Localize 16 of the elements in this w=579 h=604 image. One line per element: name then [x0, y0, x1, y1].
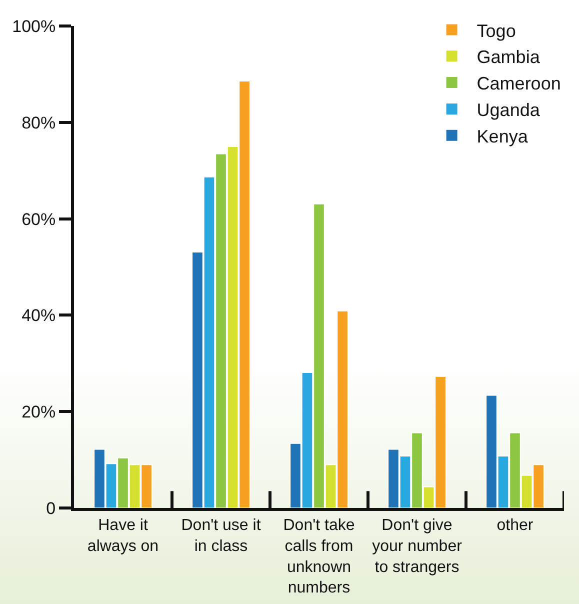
y-tick-label: 40% — [22, 306, 56, 326]
legend-label: Cameroon — [476, 74, 561, 94]
legend-label: Togo — [476, 20, 516, 41]
x-tick-label: Don't take calls from unknown numbers — [283, 517, 355, 597]
y-tick-label: 80% — [22, 113, 56, 132]
x-tick-label: Don't use it in class — [181, 517, 262, 555]
y-tick-label: 20% — [22, 402, 56, 422]
x-tick-label: other — [496, 517, 534, 534]
legend-label: Uganda — [476, 100, 541, 120]
x-tick-label: Don't give your number to strangers — [372, 517, 463, 576]
x-tick-label: Have it always on — [87, 517, 159, 555]
legend-label: Kenya — [476, 126, 529, 146]
y-tick-label: 60% — [22, 210, 56, 229]
legend-label: Gambia — [476, 47, 541, 68]
y-tick-label: 100% — [12, 16, 56, 36]
y-tick-label: 0 — [46, 498, 56, 518]
